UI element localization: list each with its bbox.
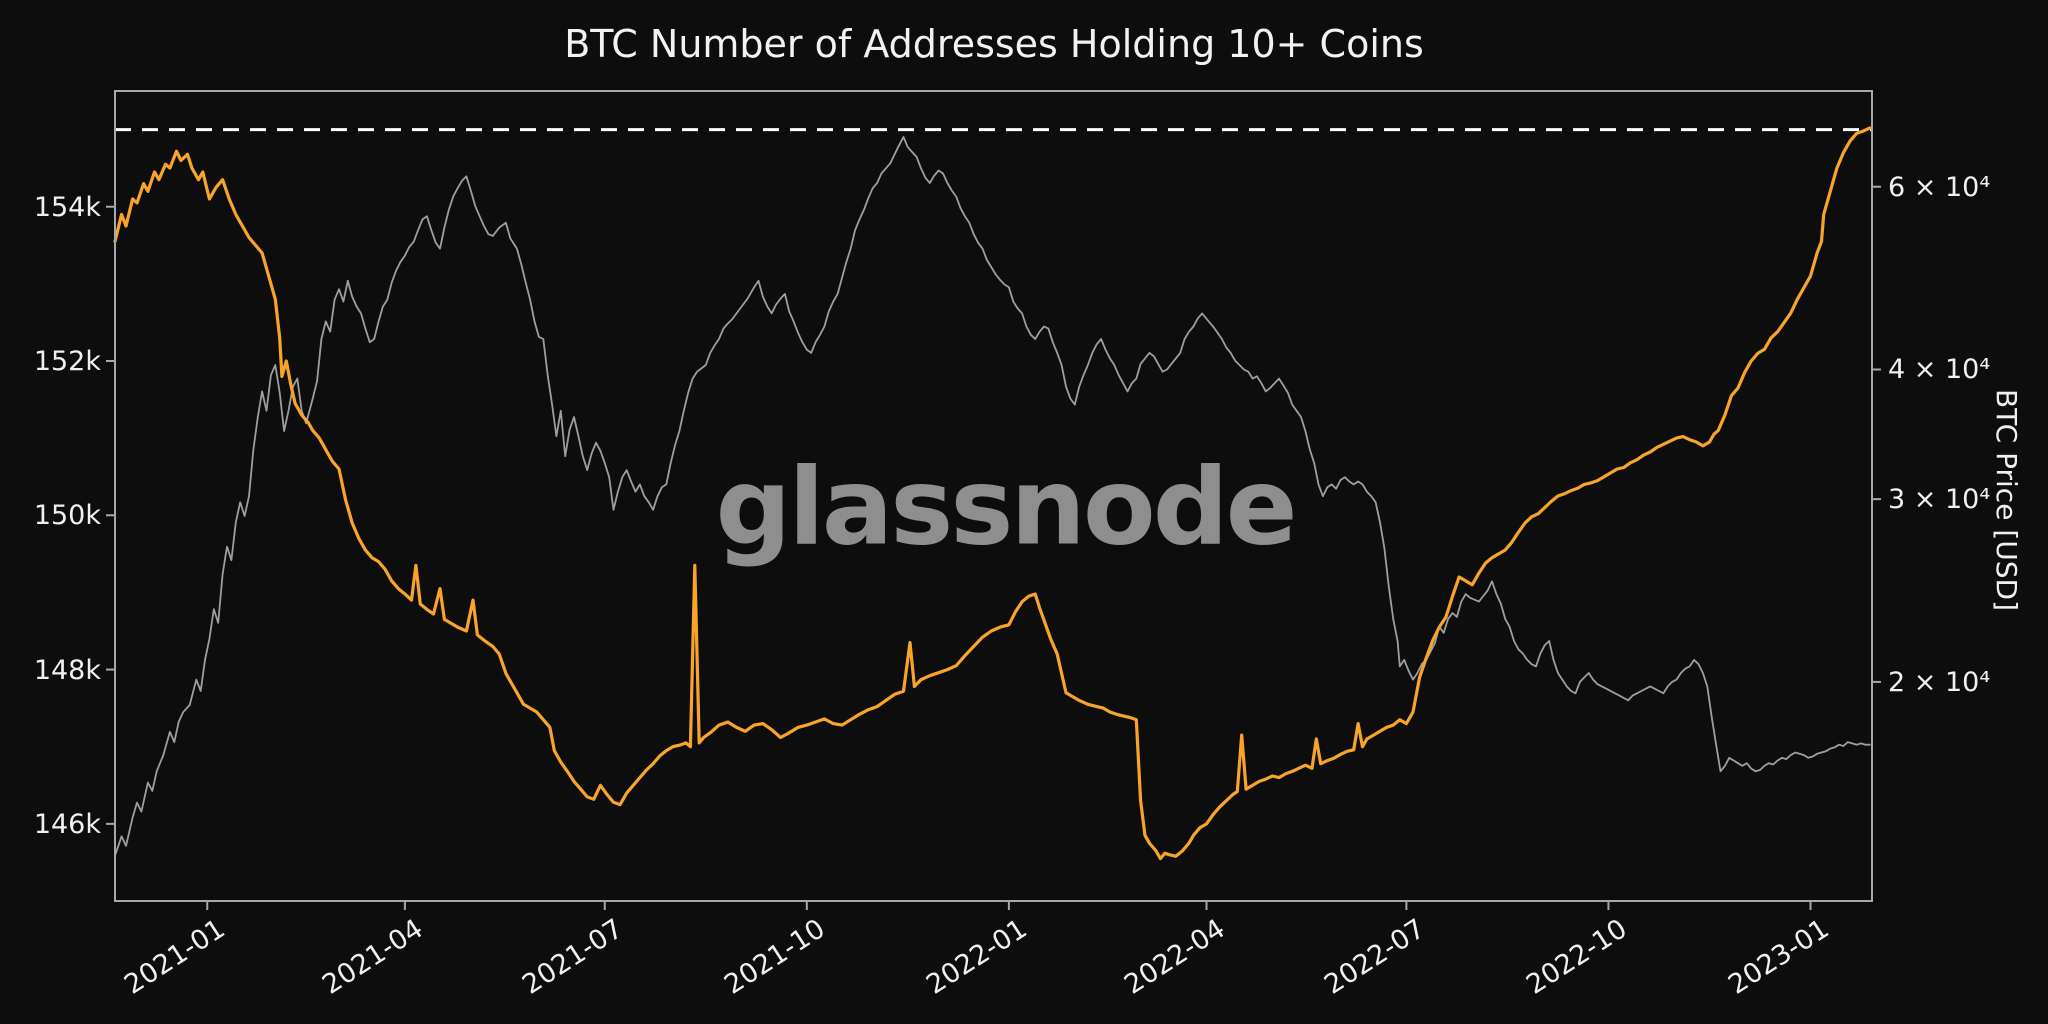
chart-title: BTC Number of Addresses Holding 10+ Coin… xyxy=(564,22,1424,66)
right-axis-tick-label: 3 × 10⁴ xyxy=(1888,484,1991,516)
right-axis-tick-label: 6 × 10⁴ xyxy=(1888,171,1991,203)
left-axis-tick-label: 152k xyxy=(33,346,101,377)
addresses-line xyxy=(113,126,1872,861)
left-axis-tick-label: 154k xyxy=(33,191,101,223)
price-line xyxy=(114,136,1871,857)
left-axis-tick-label: 148k xyxy=(33,654,101,686)
right-axis-tick-label: 4 × 10⁴ xyxy=(1888,354,1991,386)
plot-frame xyxy=(114,90,1873,902)
glassnode-watermark: glassnode xyxy=(715,445,1298,569)
right-axis-tick-label: 2 × 10⁴ xyxy=(1888,666,1991,698)
right-axis-title: BTC Price [USD] xyxy=(1990,388,2023,612)
left-axis-tick-label: 146k xyxy=(33,808,101,840)
left-axis-tick-label: 150k xyxy=(33,500,101,532)
